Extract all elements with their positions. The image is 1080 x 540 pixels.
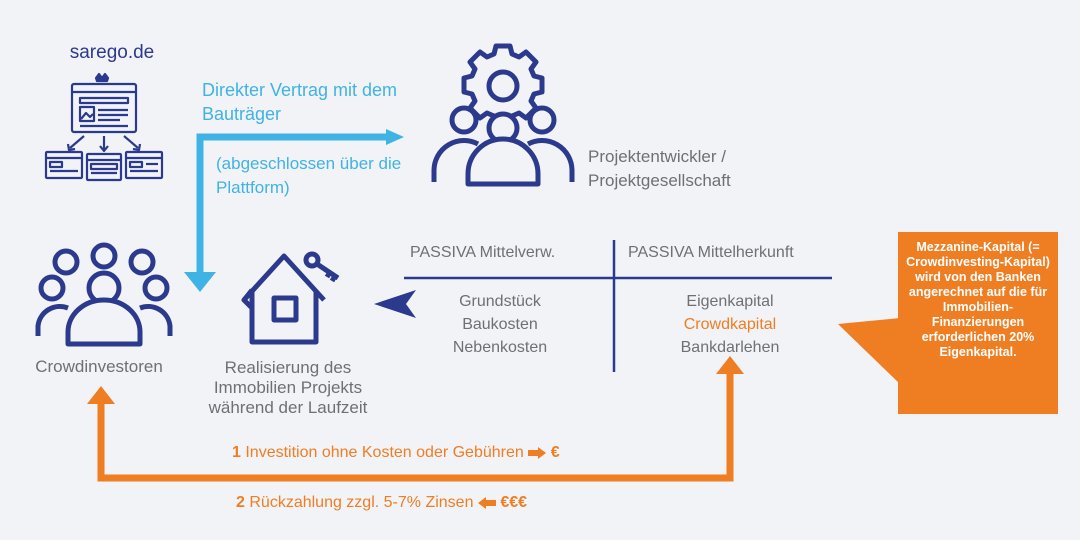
flow-step-1-number: 1 bbox=[232, 444, 241, 461]
passiva-right-item-2-highlight: Crowdkapital bbox=[683, 316, 777, 333]
realisation-line3: während der Laufzeit bbox=[208, 398, 368, 417]
platform-name: sarego.de bbox=[69, 42, 155, 63]
project-developer-label-line2: Projektgesellschaft bbox=[588, 171, 731, 190]
passiva-left-header: PASSIVA Mittelverw. bbox=[410, 244, 556, 261]
flow-step-2-text: Rückzahlung zzgl. 5-7% Zinsen bbox=[249, 494, 474, 511]
realisation-line1: Realisierung des bbox=[224, 358, 352, 377]
project-developer-icon bbox=[431, 43, 575, 187]
flow-step-1-text: Investition ohne Kosten oder Gebühren bbox=[245, 444, 524, 461]
mezzanine-callout: Mezzanine-Kapital (= Crowdinvesting-Kapi… bbox=[898, 232, 1058, 414]
arrow-left-icon bbox=[477, 496, 496, 509]
passiva-right-header: PASSIVA Mittelherkunft bbox=[628, 244, 794, 261]
passiva-left-item-3: Nebenkosten bbox=[452, 339, 548, 356]
passiva-right-item-1: Eigenkapital bbox=[686, 293, 774, 310]
flow-step-2-symbol: €€€ bbox=[500, 494, 528, 511]
house-key-icon bbox=[241, 251, 340, 345]
project-developer-label: Projektentwickler / Projektgesellschaft bbox=[588, 145, 808, 193]
realisation-label: Realisierung des Immobilien Projekts wäh… bbox=[188, 358, 388, 418]
flow-step-2: 2 Rückzahlung zzgl. 5-7% Zinsen €€€ bbox=[236, 494, 527, 512]
direct-contract-title: Direkter Vertrag mit dem Bauträger bbox=[202, 80, 398, 124]
passiva-left-item-2: Baukosten bbox=[462, 316, 538, 333]
passiva-left-item-1: Grundstück bbox=[459, 293, 541, 310]
direct-contract-note: (abgeschlossen über die Plattform) bbox=[216, 154, 402, 197]
passiva-right-items: Eigenkapital Crowdkapital Bankdarlehen bbox=[650, 290, 810, 359]
platform-website-icon bbox=[44, 72, 164, 182]
arrow-right-icon bbox=[528, 446, 547, 459]
project-developer-label-line1: Projektentwickler / bbox=[588, 147, 726, 166]
flow-step-1-symbol: € bbox=[550, 444, 560, 461]
flow-step-2-number: 2 bbox=[236, 494, 245, 511]
realisation-line2: Immobilien Projekts bbox=[213, 378, 363, 397]
funds-to-project-arrow bbox=[374, 290, 416, 318]
passiva-left-items: Grundstück Baukosten Nebenkosten bbox=[420, 290, 580, 359]
crowd-investors-label: Crowdinvestoren bbox=[35, 357, 163, 376]
flow-step-1: 1 Investition ohne Kosten oder Gebühren … bbox=[232, 444, 560, 462]
crowd-investors-icon bbox=[35, 242, 173, 347]
passiva-right-item-3: Bankdarlehen bbox=[680, 339, 780, 356]
